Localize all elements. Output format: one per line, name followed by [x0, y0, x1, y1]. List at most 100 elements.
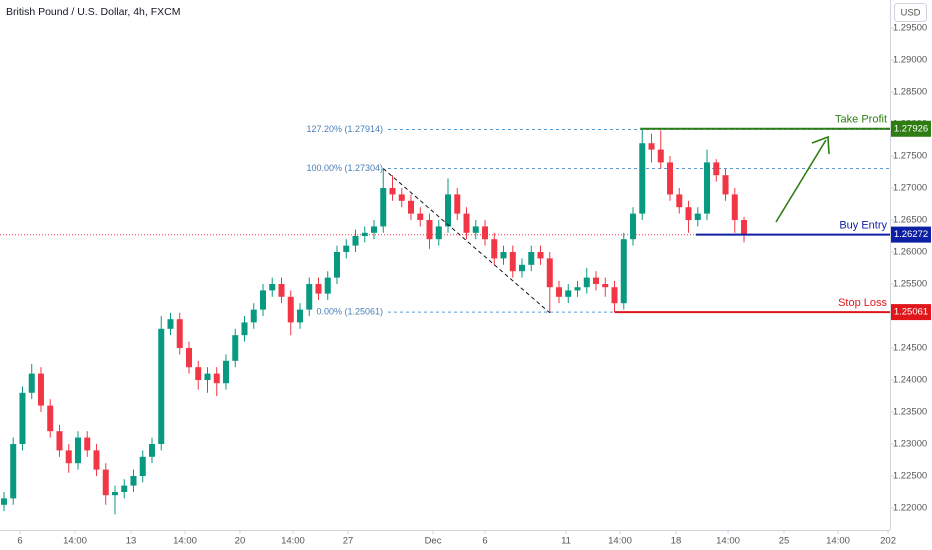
candle-body: [167, 319, 174, 329]
candle-body: [731, 194, 738, 221]
candle-body: [93, 450, 100, 470]
candle-body: [269, 284, 276, 291]
candle-body: [454, 194, 461, 214]
candle-body: [222, 360, 229, 384]
candle-body: [56, 431, 63, 451]
candle-body: [417, 213, 424, 221]
candle-body: [519, 264, 526, 272]
y-tick-label: 1.23000: [893, 439, 927, 450]
candle-body: [528, 252, 535, 265]
candle-body: [315, 284, 322, 294]
candle-body: [445, 194, 452, 227]
candle-body: [408, 200, 415, 214]
candle-body: [639, 143, 646, 214]
x-tick-label: 14:00: [63, 536, 87, 547]
fib-label: 0.00% (1.25061): [316, 306, 383, 316]
price-axis-badge: [891, 120, 931, 137]
candle-body: [148, 443, 155, 457]
candle-body: [287, 296, 294, 323]
y-tick-label: 1.29000: [893, 55, 927, 66]
candle-body: [130, 475, 137, 486]
candle-body: [278, 284, 285, 297]
y-tick-label: 1.26000: [893, 247, 927, 258]
candle-body: [389, 188, 396, 195]
candle-body: [241, 322, 248, 336]
target-arrow: [775, 135, 830, 223]
currency-label: USD: [900, 8, 920, 19]
candle-body: [685, 207, 692, 221]
price-axis-badge: [891, 226, 931, 243]
candle-body: [28, 373, 35, 393]
candle-body: [19, 392, 26, 444]
x-tick-label: 14:00: [608, 536, 632, 547]
candle-body: [37, 373, 44, 406]
candle-body: [694, 213, 701, 221]
candle-body: [657, 149, 664, 163]
y-tick-label: 1.28500: [893, 87, 927, 98]
arrow-head: [811, 135, 830, 155]
candle-body: [565, 290, 572, 297]
candle-body: [667, 162, 674, 195]
candle-body: [195, 367, 202, 380]
candle-body: [574, 287, 581, 291]
candle-body: [611, 287, 618, 304]
x-tick-label: Dec: [425, 536, 442, 547]
x-tick-label: 20: [235, 536, 246, 547]
candle-body: [361, 232, 368, 237]
candle-body: [463, 213, 470, 233]
candle-body: [371, 226, 378, 233]
candle-body: [324, 277, 331, 294]
candle-body: [10, 443, 17, 499]
x-tick-label: 14:00: [716, 536, 740, 547]
candle-body: [47, 405, 54, 432]
x-tick-label: 27: [343, 536, 354, 547]
candle-body: [713, 162, 720, 176]
candle-body: [722, 175, 729, 195]
candle-body: [259, 290, 266, 310]
currency-button[interactable]: [894, 3, 927, 22]
x-tick-label: 13: [126, 536, 137, 547]
candle-body: [482, 226, 489, 240]
trade-level-name: Stop Loss: [838, 297, 887, 309]
candle-body: [352, 236, 359, 246]
candle-body: [676, 194, 683, 208]
candle-body: [704, 162, 711, 214]
y-tick-label: 1.26500: [893, 215, 927, 226]
candle-body: [84, 437, 91, 451]
candle-body: [556, 287, 563, 297]
y-tick-label: 1.27000: [893, 183, 927, 194]
candle-body: [65, 450, 72, 464]
y-tick-label: 1.24000: [893, 375, 927, 386]
candle-body: [333, 252, 340, 278]
candle-body: [593, 277, 600, 285]
fib-label: 127.20% (1.27914): [306, 124, 383, 134]
candle-body: [158, 328, 165, 444]
candle-body: [213, 373, 220, 384]
candle-body: [176, 319, 183, 349]
x-tick-label: 6: [482, 536, 487, 547]
x-tick-label: 25: [779, 536, 790, 547]
candle-body: [306, 284, 313, 310]
candle-body: [121, 485, 128, 492]
candle-body: [398, 194, 405, 201]
price-axis-badge-label: 1.27926: [894, 123, 928, 134]
x-tick-label: 6: [17, 536, 22, 547]
candle-body: [380, 188, 387, 227]
candle-body: [435, 226, 442, 240]
y-tick-label: 1.23500: [893, 407, 927, 418]
arrow-shaft: [775, 139, 827, 223]
candle-body: [102, 469, 109, 496]
candle-body: [491, 239, 498, 259]
candle-body: [74, 437, 81, 464]
candle-body: [537, 252, 544, 259]
candle-body: [630, 213, 637, 240]
x-tick-label: 14:00: [281, 536, 305, 547]
candle-body: [741, 220, 748, 235]
candle-body: [620, 239, 627, 304]
x-tick-label: 11: [561, 536, 571, 547]
y-tick-label: 1.29500: [893, 23, 927, 34]
fib-label: 100.00% (1.27304): [306, 163, 383, 173]
chart-title: British Pound / U.S. Dollar, 4h, FXCM: [6, 6, 180, 18]
